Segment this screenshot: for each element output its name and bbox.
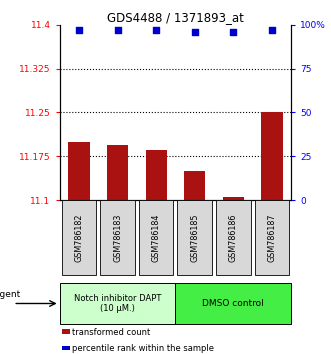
Bar bbox=[62, 346, 70, 350]
Text: GSM786187: GSM786187 bbox=[267, 213, 276, 262]
Bar bbox=[62, 330, 70, 334]
Title: GDS4488 / 1371893_at: GDS4488 / 1371893_at bbox=[107, 11, 244, 24]
Bar bbox=[223, 197, 244, 200]
Point bbox=[115, 27, 120, 33]
FancyBboxPatch shape bbox=[216, 200, 251, 275]
FancyBboxPatch shape bbox=[139, 200, 173, 275]
Text: GSM786185: GSM786185 bbox=[190, 213, 199, 262]
Bar bbox=[107, 145, 128, 200]
Text: DMSO control: DMSO control bbox=[203, 299, 264, 308]
Bar bbox=[146, 150, 167, 200]
FancyBboxPatch shape bbox=[100, 200, 135, 275]
Bar bbox=[184, 171, 205, 200]
Point bbox=[154, 27, 159, 33]
Bar bbox=[60, 283, 175, 324]
Text: GSM786182: GSM786182 bbox=[74, 213, 83, 262]
Text: GSM786186: GSM786186 bbox=[229, 213, 238, 262]
Point bbox=[231, 29, 236, 35]
Text: GSM786183: GSM786183 bbox=[113, 213, 122, 262]
FancyBboxPatch shape bbox=[62, 200, 96, 275]
FancyBboxPatch shape bbox=[177, 200, 212, 275]
Text: percentile rank within the sample: percentile rank within the sample bbox=[71, 344, 213, 353]
Text: Notch inhibitor DAPT
(10 μM.): Notch inhibitor DAPT (10 μM.) bbox=[74, 294, 161, 313]
FancyBboxPatch shape bbox=[255, 200, 289, 275]
Text: agent: agent bbox=[0, 290, 21, 299]
Point bbox=[76, 27, 81, 33]
Bar bbox=[68, 142, 89, 200]
Point bbox=[192, 29, 197, 35]
Bar bbox=[261, 113, 283, 200]
Text: GSM786184: GSM786184 bbox=[152, 213, 161, 262]
Point bbox=[269, 27, 275, 33]
Bar bbox=[175, 283, 291, 324]
Text: transformed count: transformed count bbox=[71, 327, 150, 337]
